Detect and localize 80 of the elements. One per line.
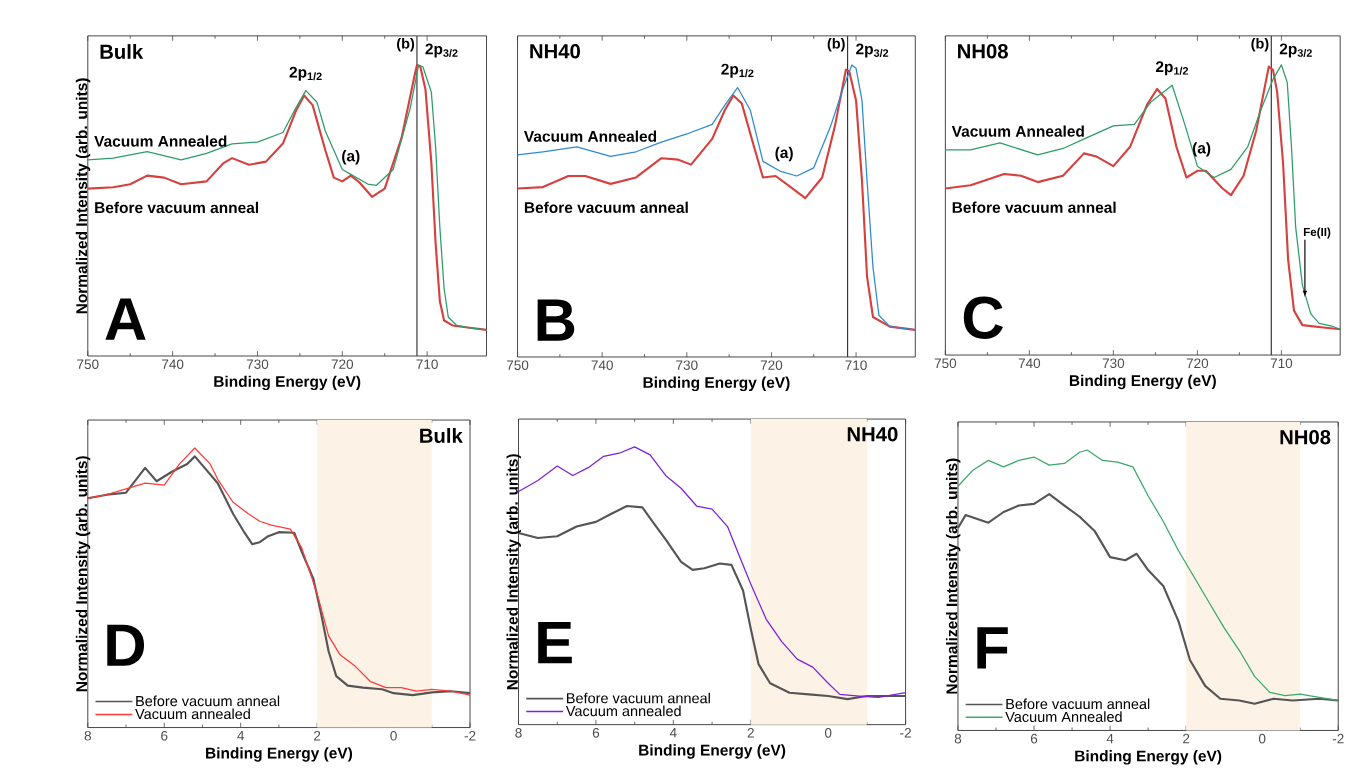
chart-title: Bulk xyxy=(100,44,144,60)
legend-label: Before vacuum anneal xyxy=(1006,698,1150,710)
series-label: Before vacuum anneal xyxy=(95,201,259,214)
x-tick-label: 740 xyxy=(591,360,613,371)
annotation: D xyxy=(107,624,145,666)
x-axis-title: Binding Energy (eV) xyxy=(214,375,361,391)
y-axis-title: Normalized Intensity (arb. units) xyxy=(506,454,521,690)
x-axis-title: Binding Energy (eV) xyxy=(1069,374,1216,390)
ref-line-label: (b) xyxy=(397,38,415,52)
text: 2p$_{3/2}$ xyxy=(856,43,889,58)
x-tick-label: 740 xyxy=(162,359,184,370)
x-tick-label: 710 xyxy=(845,360,867,371)
legend-label: Before vacuum anneal xyxy=(136,695,280,707)
annotation: 2p$_{1/2}$ xyxy=(721,63,754,78)
x-axis-title: Binding Energy (eV) xyxy=(1075,750,1222,765)
x-tick-label: 750 xyxy=(77,359,99,370)
x-tick-label: 8 xyxy=(954,733,962,744)
text: 2p$_{3/2}$ xyxy=(1279,43,1312,58)
x-tick-label: 720 xyxy=(760,360,783,371)
series-label: Before vacuum anneal xyxy=(952,201,1116,213)
x-tick-label: 6 xyxy=(161,730,168,741)
annotation: E xyxy=(538,622,572,664)
x-tick-label: 6 xyxy=(592,728,600,738)
ref-line-label: (b) xyxy=(1251,38,1269,52)
x-tick-label: 2 xyxy=(1183,733,1190,744)
x-tick-label: 0 xyxy=(824,728,832,738)
x-tick-label: 730 xyxy=(246,359,269,370)
annotation: (a) xyxy=(775,146,793,162)
chart-title: Bulk xyxy=(420,428,463,443)
x-axis-title: Binding Energy (eV) xyxy=(639,744,786,759)
x-tick-label: 720 xyxy=(1186,358,1209,369)
annotation: (a) xyxy=(1192,142,1211,157)
x-tick-label: 750 xyxy=(506,360,529,371)
x-tick-label: 0 xyxy=(1258,733,1266,744)
x-tick-label: 730 xyxy=(1102,358,1125,369)
series-label: Vacuum Annealed xyxy=(951,125,1084,137)
chart-title: NH40 xyxy=(530,44,580,59)
chart-title: NH08 xyxy=(958,44,1008,59)
x-tick-label: 4 xyxy=(1106,733,1114,744)
x-tick-label: -2 xyxy=(1332,733,1344,744)
x-tick-label: 710 xyxy=(1270,358,1293,369)
x-tick-label: 730 xyxy=(676,360,698,371)
legend-label: Vacuum annealed xyxy=(565,705,681,717)
x-tick-label: 8 xyxy=(515,728,522,738)
x-tick-label: 2 xyxy=(314,730,321,741)
x-tick-label: 4 xyxy=(669,728,677,738)
y-axis-title: Normalized Intensity (arb. units) xyxy=(75,78,91,314)
legend-label: Vacuum Annealed xyxy=(1005,711,1122,723)
chart-title: NH08 xyxy=(1280,430,1331,445)
series-label: Vacuum Annealed xyxy=(94,135,227,147)
x-tick-label: 720 xyxy=(331,359,354,370)
annotation: B xyxy=(537,299,575,341)
x-axis-title: Binding Energy (eV) xyxy=(206,747,353,762)
x-tick-label: 710 xyxy=(416,359,438,370)
x-tick-label: 8 xyxy=(84,730,91,741)
text: 2p$_{3/2}$ xyxy=(425,43,458,58)
x-axis-title: Binding Energy (eV) xyxy=(643,376,790,392)
annotation: 2p$_{1/2}$ xyxy=(289,66,322,81)
y-axis-title: Normalized Intensity (arb. units) xyxy=(75,456,91,692)
legend-label: Vacuum annealed xyxy=(135,708,250,720)
series-label: Vacuum Annealed xyxy=(523,130,657,142)
annotation: F xyxy=(977,627,1008,669)
annotation: A xyxy=(105,298,146,340)
legend-label: Before vacuum anneal xyxy=(567,692,710,704)
y-axis-title: Normalized Intensity (arb. units) xyxy=(945,458,961,694)
ref-line-label: (b) xyxy=(827,38,845,52)
x-tick-label: 740 xyxy=(1018,358,1041,369)
annotation: C xyxy=(963,296,1003,339)
chart-title: NH40 xyxy=(847,427,898,442)
x-tick-label: -2 xyxy=(464,730,476,741)
x-tick-label: 4 xyxy=(237,731,245,741)
x-tick-label: 6 xyxy=(1030,733,1038,744)
series-label: Before vacuum anneal xyxy=(524,201,688,214)
annotation: Fe(II) xyxy=(1303,227,1331,239)
x-tick-label: 750 xyxy=(934,358,957,369)
x-tick-label: 2 xyxy=(747,728,754,738)
annotation: (a) xyxy=(342,150,360,165)
annotation: 2p$_{1/2}$ xyxy=(1155,61,1189,76)
x-tick-label: 0 xyxy=(390,730,397,741)
x-tick-label: -2 xyxy=(900,728,911,738)
